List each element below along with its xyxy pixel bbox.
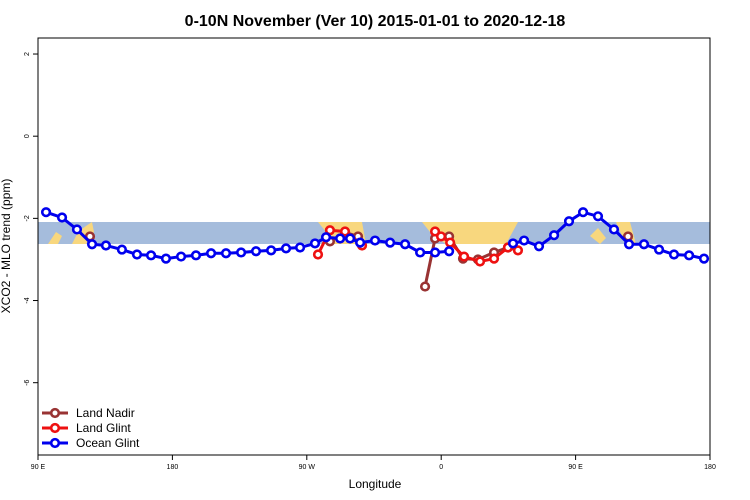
y-axis-label: XCO2 - MLO trend (ppm) bbox=[0, 179, 13, 314]
y-tick-label: -4 bbox=[24, 297, 31, 303]
data-point bbox=[145, 250, 157, 261]
data-point bbox=[339, 226, 351, 237]
legend-marker bbox=[49, 422, 61, 434]
data-point bbox=[445, 237, 456, 248]
data-point bbox=[399, 239, 411, 250]
x-tick-label: 90 W bbox=[299, 464, 316, 471]
data-point bbox=[429, 247, 441, 258]
data-point bbox=[250, 246, 262, 257]
data-point bbox=[385, 237, 396, 248]
data-point bbox=[86, 239, 98, 250]
data-point bbox=[312, 249, 324, 260]
legend-marker bbox=[49, 407, 61, 419]
y-tick-label: -2 bbox=[24, 215, 31, 221]
x-tick-label: 180 bbox=[167, 464, 179, 471]
data-point bbox=[533, 241, 545, 252]
x-tick-label: 90 E bbox=[568, 464, 583, 471]
data-point bbox=[335, 233, 346, 244]
chart-title: 0-10N November (Ver 10) 2015-01-01 to 20… bbox=[185, 13, 566, 30]
data-point bbox=[131, 249, 143, 260]
data-point bbox=[280, 243, 292, 254]
x-tick-label: 0 bbox=[439, 464, 443, 471]
data-point bbox=[458, 251, 470, 262]
data-point bbox=[369, 235, 381, 246]
data-point bbox=[608, 224, 620, 235]
y-tick-label: -6 bbox=[24, 379, 31, 385]
land-shape bbox=[48, 232, 62, 244]
data-point bbox=[592, 211, 604, 222]
data-point bbox=[623, 239, 635, 250]
data-point bbox=[355, 237, 366, 248]
data-point bbox=[415, 247, 426, 258]
data-point bbox=[345, 233, 356, 244]
data-point bbox=[548, 230, 560, 241]
x-tick-label: 90 E bbox=[31, 464, 46, 471]
data-point bbox=[160, 253, 172, 264]
land-shape bbox=[590, 228, 606, 244]
data-point bbox=[474, 256, 486, 267]
legend-label: Ocean Glint bbox=[76, 436, 140, 450]
series bbox=[40, 207, 710, 264]
data-point bbox=[419, 281, 431, 292]
data-point bbox=[512, 245, 524, 256]
data-point bbox=[668, 249, 680, 260]
data-point bbox=[220, 248, 232, 259]
ocean-band bbox=[38, 222, 710, 244]
plot-frame bbox=[37, 37, 711, 456]
data-point bbox=[577, 207, 589, 218]
data-point bbox=[190, 250, 202, 261]
x-tick-label: 180 bbox=[704, 464, 716, 471]
data-point bbox=[653, 244, 665, 255]
data-point bbox=[175, 251, 187, 262]
data-point bbox=[294, 242, 306, 253]
data-point bbox=[205, 248, 217, 259]
data-point bbox=[116, 244, 128, 255]
data-point bbox=[309, 238, 321, 249]
data-point bbox=[507, 238, 519, 249]
legend-label: Land Glint bbox=[76, 421, 131, 435]
data-point bbox=[435, 231, 447, 242]
data-point bbox=[444, 246, 455, 257]
data-point bbox=[488, 253, 500, 264]
data-point bbox=[518, 235, 530, 246]
legend-label: Land Nadir bbox=[76, 406, 135, 420]
data-point bbox=[638, 239, 650, 250]
y-tick-label: 2 bbox=[24, 52, 31, 56]
data-point bbox=[100, 240, 112, 251]
legend-marker bbox=[49, 437, 61, 449]
data-point bbox=[320, 232, 332, 243]
y-tick-label: 0 bbox=[24, 134, 31, 138]
data-point bbox=[71, 224, 83, 235]
data-point bbox=[56, 212, 68, 223]
data-point bbox=[698, 253, 710, 264]
data-point bbox=[266, 245, 277, 256]
data-point bbox=[683, 250, 695, 261]
data-point bbox=[235, 247, 247, 258]
data-point bbox=[563, 216, 575, 227]
x-axis-label: Longitude bbox=[349, 477, 402, 491]
data-point bbox=[40, 207, 52, 218]
